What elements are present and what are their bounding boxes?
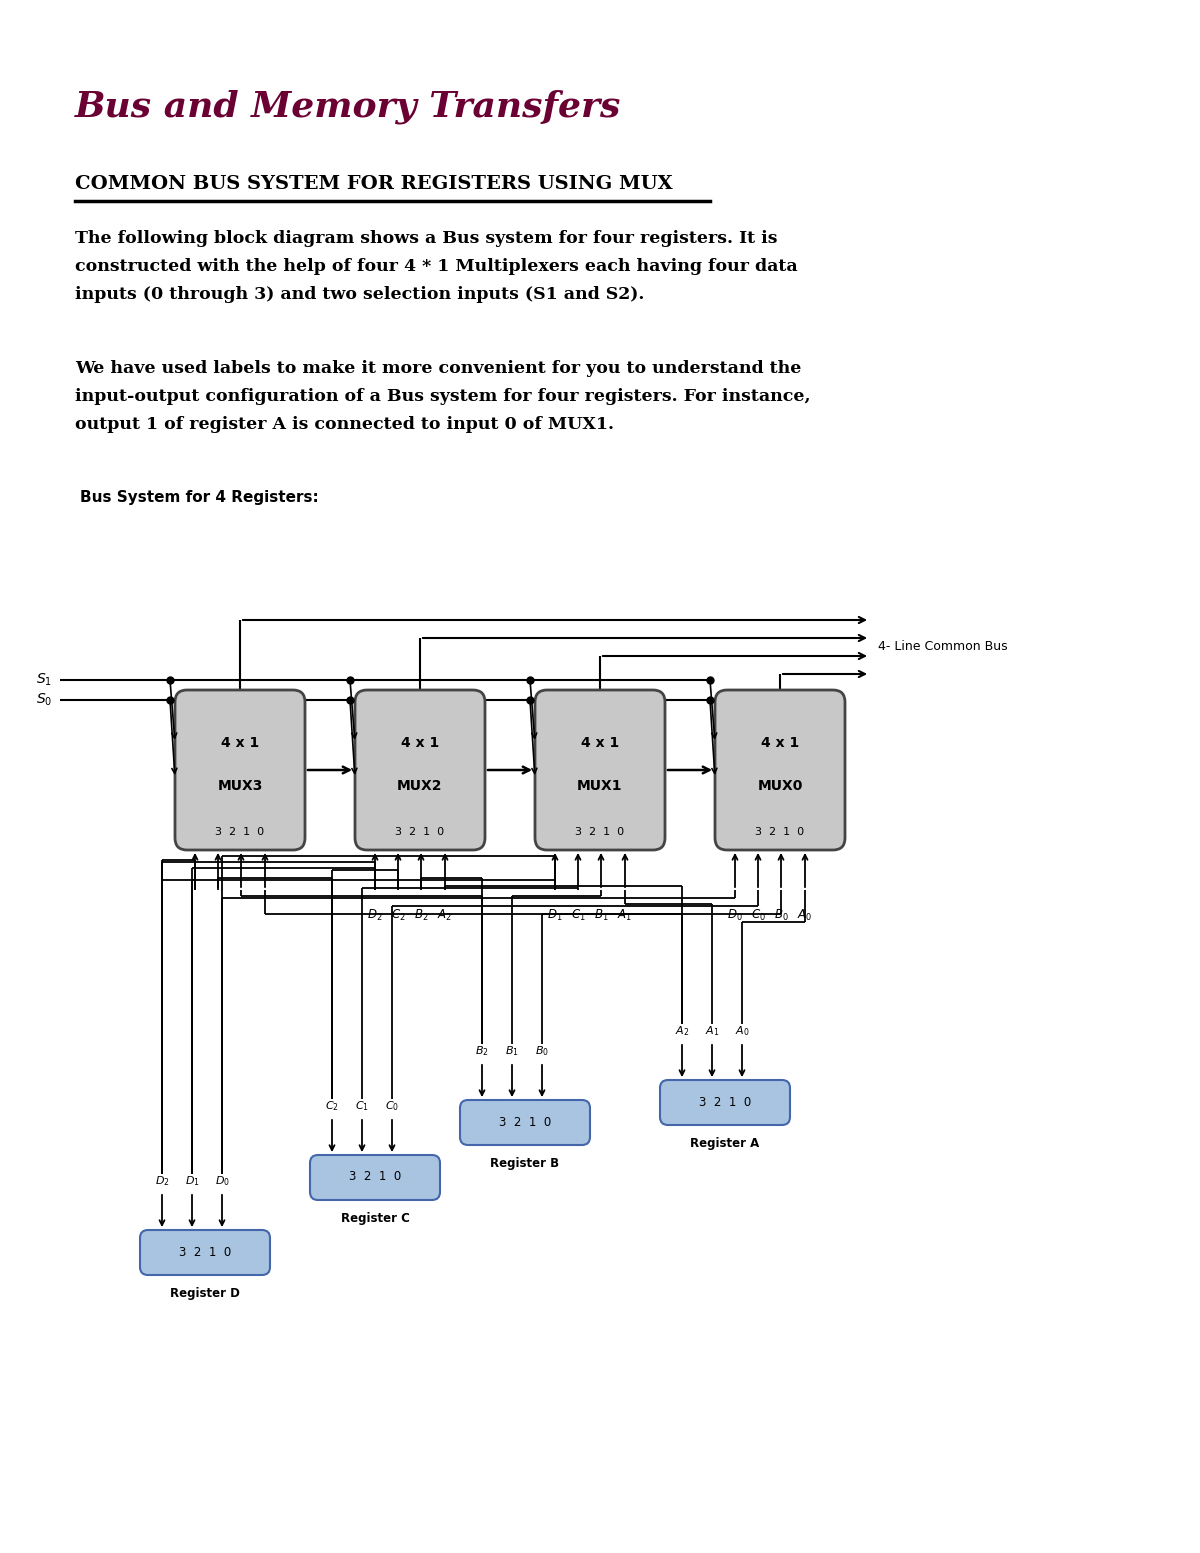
Text: $B_0$: $B_0$ [774,909,788,922]
FancyBboxPatch shape [310,1155,440,1200]
Text: $A_2$: $A_2$ [674,1023,689,1037]
Text: $A_2$: $A_2$ [438,909,452,922]
Text: $C_2$: $C_2$ [325,1100,338,1114]
Text: 3  2  1  0: 3 2 1 0 [576,828,624,837]
Text: Bus and Memory Transfers: Bus and Memory Transfers [74,90,622,124]
Text: $A_1$: $A_1$ [704,1023,719,1037]
Text: $A_0$: $A_0$ [734,1023,749,1037]
Text: $D_2$: $D_2$ [155,1174,169,1188]
FancyBboxPatch shape [660,1079,790,1124]
Text: 3  2  1  0: 3 2 1 0 [349,1171,401,1183]
Text: $D_1$: $D_1$ [547,909,563,922]
Text: input-output configuration of a Bus system for four registers. For instance,: input-output configuration of a Bus syst… [74,388,811,405]
Text: $B_2$: $B_2$ [414,909,428,922]
Text: $C_2$: $C_2$ [391,909,406,922]
Text: We have used labels to make it more convenient for you to understand the: We have used labels to make it more conv… [74,360,802,377]
Text: 3  2  1  0: 3 2 1 0 [499,1115,551,1129]
Text: 3  2  1  0: 3 2 1 0 [756,828,804,837]
Text: $D_1$: $D_1$ [185,1174,199,1188]
Text: MUX2: MUX2 [397,780,443,794]
Text: $A_1$: $A_1$ [618,909,632,922]
Text: $A_0$: $A_0$ [797,909,812,922]
Text: $C_0$: $C_0$ [750,909,766,922]
Text: 3  2  1  0: 3 2 1 0 [216,828,264,837]
Text: Bus System for 4 Registers:: Bus System for 4 Registers: [80,491,319,505]
Text: 4 x 1: 4 x 1 [401,736,439,750]
Text: 4 x 1: 4 x 1 [761,736,799,750]
Text: 3  2  1  0: 3 2 1 0 [179,1246,232,1258]
Text: Register B: Register B [491,1157,559,1169]
Text: MUX1: MUX1 [577,780,623,794]
Text: inputs (0 through 3) and two selection inputs (S1 and S2).: inputs (0 through 3) and two selection i… [74,286,644,303]
Text: $D_2$: $D_2$ [367,909,383,922]
Text: output 1 of register A is connected to input 0 of MUX1.: output 1 of register A is connected to i… [74,416,614,433]
Text: 3  2  1  0: 3 2 1 0 [698,1095,751,1109]
Text: $C_1$: $C_1$ [571,909,586,922]
Text: $B_1$: $B_1$ [505,1044,518,1058]
Text: $B_1$: $B_1$ [594,909,608,922]
FancyBboxPatch shape [535,690,665,849]
Text: 4 x 1: 4 x 1 [581,736,619,750]
Text: Register A: Register A [690,1137,760,1151]
FancyBboxPatch shape [460,1100,590,1145]
FancyBboxPatch shape [140,1230,270,1275]
Text: $C_1$: $C_1$ [355,1100,370,1114]
FancyBboxPatch shape [715,690,845,849]
Text: MUX0: MUX0 [757,780,803,794]
Text: $S_1$: $S_1$ [36,672,52,688]
Text: constructed with the help of four 4 * 1 Multiplexers each having four data: constructed with the help of four 4 * 1 … [74,258,798,275]
Text: $C_0$: $C_0$ [385,1100,400,1114]
Text: $B_0$: $B_0$ [535,1044,550,1058]
Text: The following block diagram shows a Bus system for four registers. It is: The following block diagram shows a Bus … [74,230,778,247]
Text: 4 x 1: 4 x 1 [221,736,259,750]
Text: 3  2  1  0: 3 2 1 0 [396,828,444,837]
Text: $D_0$: $D_0$ [215,1174,229,1188]
Text: Register C: Register C [341,1211,409,1225]
Text: MUX3: MUX3 [217,780,263,794]
Text: $S_0$: $S_0$ [36,691,52,708]
Text: Register D: Register D [170,1287,240,1300]
FancyBboxPatch shape [355,690,485,849]
Text: COMMON BUS SYSTEM FOR REGISTERS USING MUX: COMMON BUS SYSTEM FOR REGISTERS USING MU… [74,175,673,193]
Text: 4- Line Common Bus: 4- Line Common Bus [878,640,1008,654]
Text: $B_2$: $B_2$ [475,1044,488,1058]
Text: $D_0$: $D_0$ [727,909,743,922]
FancyBboxPatch shape [175,690,305,849]
